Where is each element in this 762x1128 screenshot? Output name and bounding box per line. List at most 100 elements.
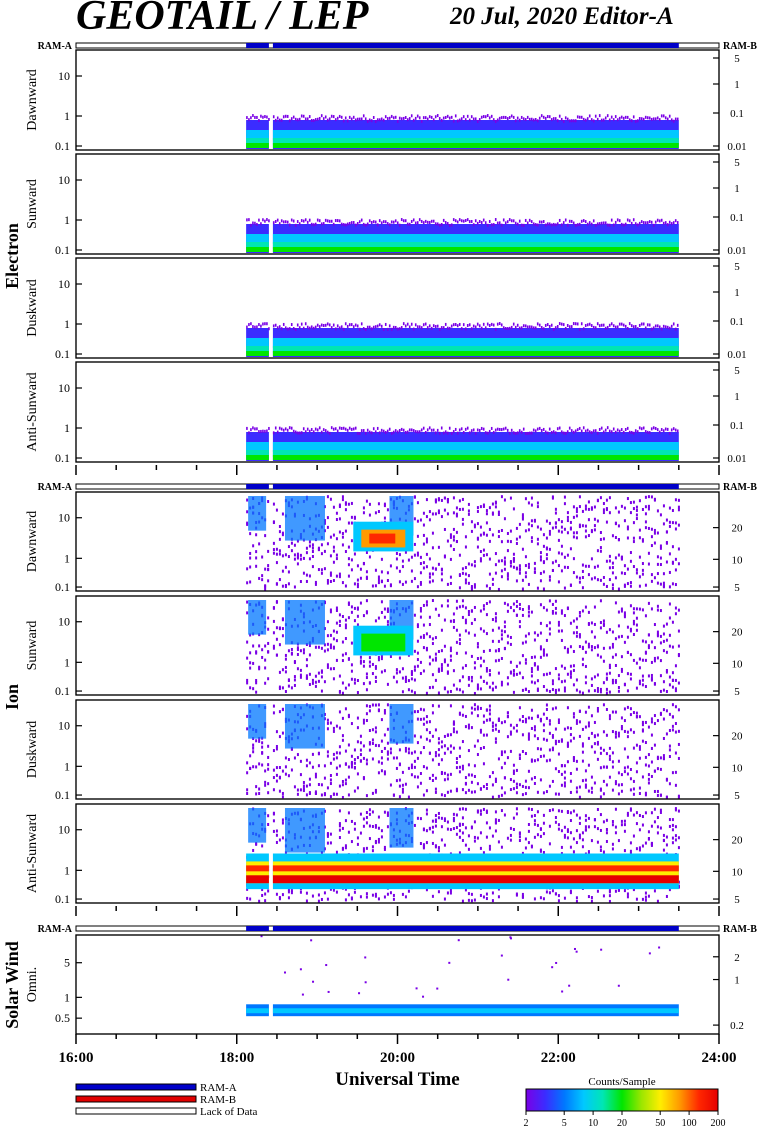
data-cell (436, 324, 439, 328)
data-cell (581, 524, 584, 528)
data-cell (521, 750, 524, 754)
data-cell (635, 513, 638, 517)
data-cell (561, 990, 564, 993)
data-cell (580, 429, 583, 433)
data-cell (422, 533, 425, 537)
data-cell (365, 892, 368, 896)
data-cell (635, 628, 638, 632)
data-cell (572, 119, 575, 123)
data-cell (599, 690, 602, 694)
data-cell (468, 323, 471, 327)
data-cell (656, 656, 659, 660)
data-cell (644, 898, 647, 902)
data-cell (437, 753, 440, 757)
data-cell (605, 818, 608, 822)
data-cell (364, 981, 367, 984)
data-cell (404, 324, 407, 328)
data-cell (432, 219, 435, 223)
data-cell (482, 746, 485, 750)
data-cell (509, 732, 512, 736)
data-cell (650, 117, 653, 121)
data-cell (380, 557, 383, 561)
data-cell (341, 681, 344, 685)
data-cell (671, 818, 674, 822)
data-cell (614, 825, 617, 829)
data-cell (302, 326, 305, 330)
data-cell (252, 644, 255, 648)
data-cell (320, 543, 323, 547)
data-cell (353, 619, 356, 623)
data-cell (468, 220, 471, 224)
data-cell (623, 819, 626, 823)
data-cell (650, 427, 653, 431)
data-cell (560, 611, 563, 615)
energy-band (246, 455, 269, 460)
data-cell (532, 428, 535, 432)
data-cell (626, 582, 629, 586)
data-cell (614, 663, 617, 667)
data-cell (506, 715, 509, 719)
data-cell (576, 428, 579, 432)
data-cell (527, 829, 530, 833)
data-cell (464, 327, 467, 331)
data-cell (638, 715, 641, 719)
data-cell (659, 641, 662, 645)
data-cell (636, 119, 639, 123)
data-cell (341, 495, 344, 499)
data-cell (518, 607, 521, 611)
data-cell (425, 648, 428, 652)
data-cell (473, 790, 476, 794)
data-cell (470, 654, 473, 658)
data-cell (437, 498, 440, 502)
data-cell (286, 327, 289, 331)
data-cell (563, 646, 566, 650)
data-cell (520, 115, 523, 119)
data-cell (293, 553, 296, 557)
data-cell (390, 327, 393, 331)
data-cell (610, 115, 613, 119)
data-cell (284, 851, 287, 855)
data-cell (430, 219, 433, 223)
data-cell (533, 822, 536, 826)
data-cell (332, 549, 335, 553)
data-cell (395, 779, 398, 783)
data-cell (473, 820, 476, 824)
data-cell (446, 326, 449, 330)
data-cell (424, 116, 427, 120)
group-label: Solar Wind (2, 941, 22, 1029)
data-cell (329, 497, 332, 501)
data-cell (575, 634, 578, 638)
data-cell (432, 118, 435, 122)
data-cell (536, 737, 539, 741)
data-cell (374, 894, 377, 898)
data-cell (408, 222, 411, 226)
data-cell (518, 568, 521, 572)
data-cell (551, 602, 554, 606)
data-cell (275, 508, 278, 512)
data-cell (563, 689, 566, 693)
data-cell (671, 771, 674, 775)
data-cell (377, 656, 380, 660)
data-cell (551, 808, 554, 812)
data-cell (479, 747, 482, 751)
data-cell (428, 575, 431, 579)
data-cell (482, 607, 485, 611)
data-cell (272, 324, 275, 328)
data-cell (413, 553, 416, 557)
data-cell (662, 522, 665, 526)
data-cell (584, 725, 587, 729)
data-cell (430, 326, 433, 330)
data-cell (638, 828, 641, 832)
data-cell (260, 222, 262, 226)
data-cell (635, 623, 638, 627)
group-label: Ion (2, 684, 22, 710)
data-cell (458, 688, 461, 692)
data-cell (298, 431, 301, 435)
data-cell (305, 758, 308, 762)
data-cell (395, 680, 398, 684)
data-cell (576, 115, 579, 119)
data-cell (326, 897, 329, 901)
data-cell (512, 115, 515, 119)
data-cell (641, 568, 644, 572)
